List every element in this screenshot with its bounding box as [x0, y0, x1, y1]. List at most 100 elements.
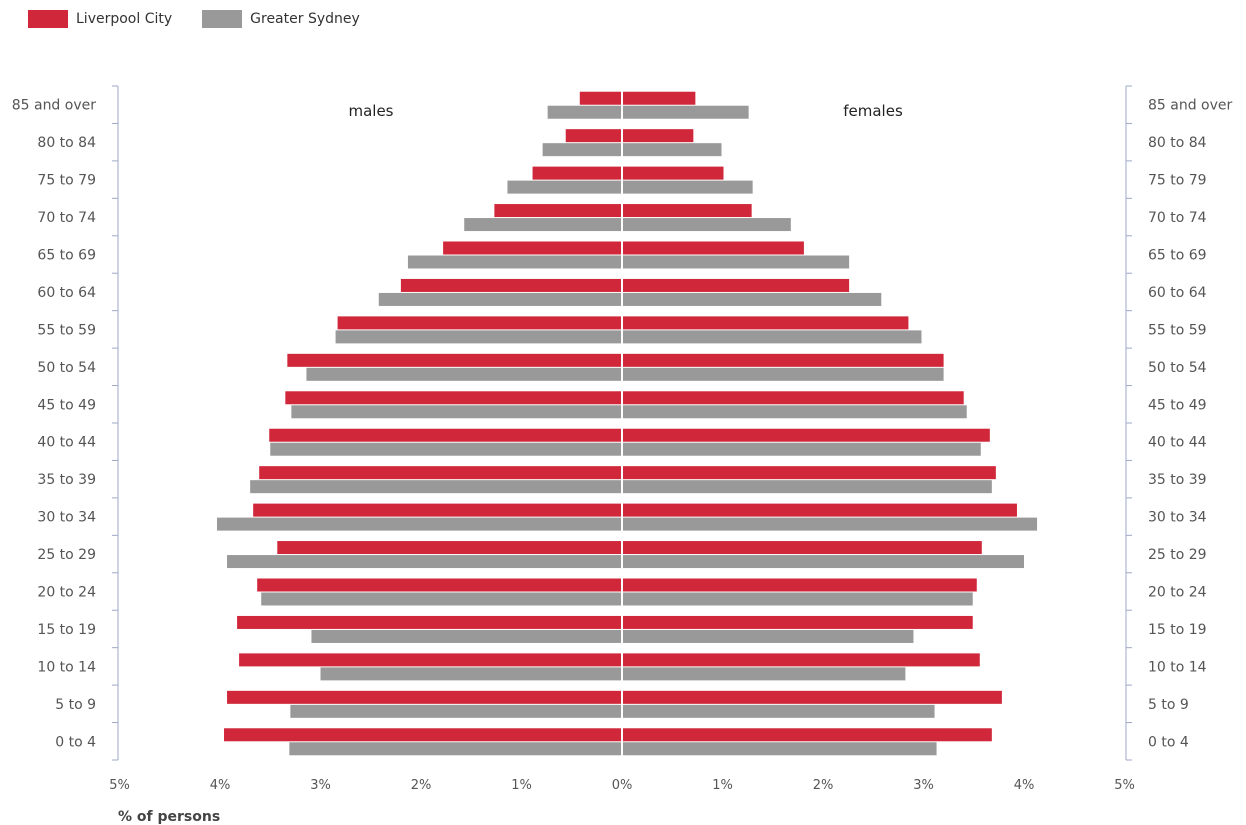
bar-female-liverpool-60-to-64[interactable] [623, 278, 850, 292]
category-label-left-75-to-79: 75 to 79 [37, 173, 96, 189]
bar-male-sydney-30-to-34[interactable] [216, 517, 622, 531]
bar-female-liverpool-70-to-74[interactable] [623, 204, 752, 218]
bar-female-sydney-15-to-19[interactable] [623, 629, 914, 643]
bar-male-sydney-20-to-24[interactable] [261, 592, 621, 606]
bar-female-sydney-70-to-74[interactable] [623, 218, 791, 232]
category-label-right-65-to-69: 65 to 69 [1148, 248, 1207, 264]
category-label-left-10-to-14: 10 to 14 [37, 659, 96, 675]
bar-female-liverpool-30-to-34[interactable] [623, 503, 1017, 517]
bar-female-liverpool-50-to-54[interactable] [623, 353, 944, 367]
bar-male-liverpool-10-to-14[interactable] [239, 653, 621, 667]
category-label-left-25-to-29: 25 to 29 [37, 547, 96, 563]
category-label-left-15-to-19: 15 to 19 [37, 622, 96, 638]
bar-male-sydney-65-to-69[interactable] [407, 255, 621, 269]
category-label-left-40-to-44: 40 to 44 [37, 435, 96, 451]
bar-female-sydney-45-to-49[interactable] [623, 405, 967, 419]
bar-male-sydney-25-to-29[interactable] [227, 555, 622, 569]
bar-female-liverpool-80-to-84[interactable] [623, 129, 694, 143]
bar-male-sydney-80-to-84[interactable] [542, 143, 621, 157]
bar-female-liverpool-5-to-9[interactable] [623, 690, 1002, 704]
bar-male-sydney-0-to-4[interactable] [289, 742, 621, 756]
bar-male-sydney-15-to-19[interactable] [311, 629, 621, 643]
bar-female-liverpool-25-to-29[interactable] [623, 541, 982, 555]
bar-male-liverpool-40-to-44[interactable] [269, 428, 621, 442]
bar-male-sydney-50-to-54[interactable] [306, 367, 621, 381]
bar-male-sydney-85-and-over[interactable] [547, 105, 621, 119]
bar-female-sydney-35-to-39[interactable] [623, 480, 992, 494]
bar-male-sydney-60-to-64[interactable] [378, 292, 621, 306]
category-label-left-85-and-over: 85 and over [12, 98, 97, 114]
bar-female-liverpool-45-to-49[interactable] [623, 391, 964, 405]
bar-female-sydney-5-to-9[interactable] [623, 704, 935, 718]
bar-female-sydney-50-to-54[interactable] [623, 367, 944, 381]
category-label-right-55-to-59: 55 to 59 [1148, 322, 1207, 338]
bar-female-liverpool-20-to-24[interactable] [623, 578, 977, 592]
category-label-right-45-to-49: 45 to 49 [1148, 397, 1207, 413]
bar-male-liverpool-55-to-59[interactable] [337, 316, 621, 330]
bar-male-liverpool-5-to-9[interactable] [227, 690, 622, 704]
category-label-left-65-to-69: 65 to 69 [37, 248, 96, 264]
panel-label-males: males [348, 102, 393, 120]
bar-male-sydney-35-to-39[interactable] [250, 480, 621, 494]
legend-item-greater-sydney[interactable]: Greater Sydney [202, 10, 360, 28]
bar-male-sydney-70-to-74[interactable] [464, 218, 621, 232]
x-tick-label: 4% [210, 778, 231, 793]
bar-female-sydney-30-to-34[interactable] [623, 517, 1038, 531]
legend-item-liverpool-city[interactable]: Liverpool City [28, 10, 172, 28]
bar-female-liverpool-40-to-44[interactable] [623, 428, 990, 442]
legend-swatch-greater-sydney [202, 10, 243, 28]
bar-female-sydney-55-to-59[interactable] [623, 330, 922, 344]
legend: Liverpool City Greater Sydney [28, 10, 390, 28]
bar-male-sydney-40-to-44[interactable] [270, 442, 621, 456]
bar-male-liverpool-75-to-79[interactable] [532, 166, 621, 180]
bar-female-liverpool-65-to-69[interactable] [623, 241, 804, 255]
bar-male-sydney-75-to-79[interactable] [507, 180, 621, 194]
bar-male-liverpool-15-to-19[interactable] [237, 615, 621, 629]
bar-male-liverpool-20-to-24[interactable] [257, 578, 621, 592]
bar-female-liverpool-35-to-39[interactable] [623, 466, 996, 480]
bar-female-sydney-10-to-14[interactable] [623, 667, 906, 681]
bar-male-liverpool-35-to-39[interactable] [259, 466, 621, 480]
bar-female-sydney-85-and-over[interactable] [623, 105, 749, 119]
bar-male-sydney-5-to-9[interactable] [290, 704, 621, 718]
x-tick-label: 1% [712, 778, 733, 793]
category-label-right-25-to-29: 25 to 29 [1148, 547, 1207, 563]
bar-female-liverpool-55-to-59[interactable] [623, 316, 909, 330]
bar-male-sydney-55-to-59[interactable] [335, 330, 621, 344]
bar-female-liverpool-10-to-14[interactable] [623, 653, 980, 667]
bar-female-sydney-60-to-64[interactable] [623, 292, 882, 306]
bar-female-liverpool-15-to-19[interactable] [623, 615, 973, 629]
bar-female-liverpool-0-to-4[interactable] [623, 728, 992, 742]
bar-female-sydney-80-to-84[interactable] [623, 143, 722, 157]
bar-male-liverpool-80-to-84[interactable] [565, 129, 621, 143]
bar-female-sydney-25-to-29[interactable] [623, 555, 1024, 569]
category-label-right-15-to-19: 15 to 19 [1148, 622, 1207, 638]
bar-male-liverpool-60-to-64[interactable] [400, 278, 621, 292]
bar-female-sydney-65-to-69[interactable] [623, 255, 850, 269]
bar-female-sydney-75-to-79[interactable] [623, 180, 753, 194]
bar-male-liverpool-85-and-over[interactable] [579, 91, 621, 105]
x-tick-label: 5% [109, 778, 130, 793]
bar-female-sydney-0-to-4[interactable] [623, 742, 937, 756]
bar-male-liverpool-25-to-29[interactable] [277, 541, 621, 555]
bar-male-liverpool-65-to-69[interactable] [443, 241, 621, 255]
category-label-left-70-to-74: 70 to 74 [37, 210, 96, 226]
bar-male-sydney-10-to-14[interactable] [320, 667, 621, 681]
bar-male-liverpool-50-to-54[interactable] [287, 353, 621, 367]
bar-male-liverpool-45-to-49[interactable] [285, 391, 621, 405]
x-tick-label: 2% [411, 778, 432, 793]
category-label-left-35-to-39: 35 to 39 [37, 472, 96, 488]
bar-male-liverpool-30-to-34[interactable] [253, 503, 622, 517]
category-label-right-40-to-44: 40 to 44 [1148, 435, 1207, 451]
bar-female-liverpool-85-and-over[interactable] [623, 91, 696, 105]
x-tick-label: 5% [1114, 778, 1135, 793]
bar-female-sydney-20-to-24[interactable] [623, 592, 973, 606]
bar-male-liverpool-70-to-74[interactable] [494, 204, 621, 218]
bar-female-liverpool-75-to-79[interactable] [623, 166, 724, 180]
bar-female-sydney-40-to-44[interactable] [623, 442, 981, 456]
category-label-right-85-and-over: 85 and over [1148, 98, 1233, 114]
bar-male-sydney-45-to-49[interactable] [291, 405, 621, 419]
category-label-right-70-to-74: 70 to 74 [1148, 210, 1207, 226]
legend-label-greater-sydney: Greater Sydney [250, 11, 360, 27]
bar-male-liverpool-0-to-4[interactable] [224, 728, 621, 742]
